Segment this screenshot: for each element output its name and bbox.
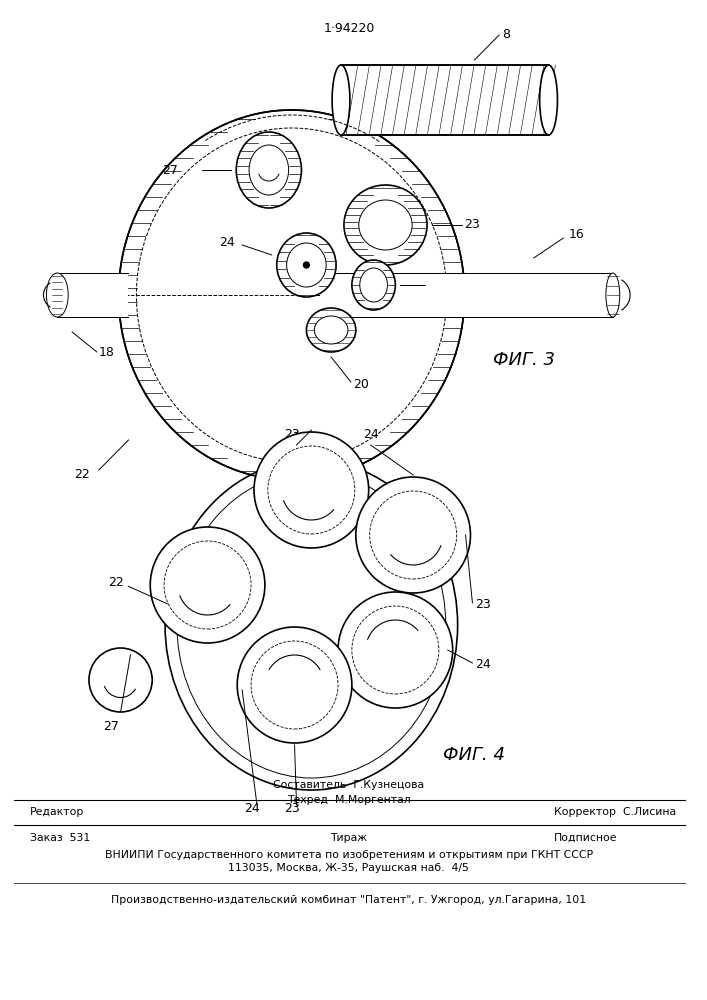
Bar [321, 273, 613, 317]
Ellipse shape [119, 110, 464, 480]
Ellipse shape [352, 260, 395, 310]
Text: 27: 27 [103, 720, 119, 733]
Text: 23: 23 [284, 802, 300, 815]
Text: ФИГ. 3: ФИГ. 3 [493, 351, 555, 369]
Text: 17: 17 [428, 278, 444, 292]
Ellipse shape [286, 243, 326, 287]
Text: 23: 23 [475, 598, 491, 611]
Text: 24: 24 [475, 658, 491, 672]
Circle shape [150, 527, 265, 643]
Ellipse shape [249, 145, 288, 195]
Text: 23: 23 [464, 219, 480, 232]
Text: Техред  М.Моргентал: Техред М.Моргентал [287, 795, 411, 805]
Bar [341, 65, 549, 135]
Text: Тираж: Тираж [330, 833, 368, 843]
Circle shape [303, 262, 310, 268]
Text: 23: 23 [284, 428, 300, 441]
Text: 16: 16 [568, 229, 584, 241]
Bar [57, 273, 129, 317]
Text: 20: 20 [353, 377, 369, 390]
Text: 24: 24 [244, 802, 260, 815]
Ellipse shape [236, 132, 301, 208]
Circle shape [370, 491, 457, 579]
Circle shape [238, 627, 352, 743]
Ellipse shape [47, 273, 68, 317]
Text: ФИГ. 4: ФИГ. 4 [443, 746, 506, 764]
Ellipse shape [360, 268, 387, 302]
Text: 24: 24 [363, 428, 378, 441]
Text: ВНИИПИ Государственного комитета по изобретениям и открытиям при ГКНТ СССР: ВНИИПИ Государственного комитета по изоб… [105, 850, 593, 860]
Ellipse shape [177, 472, 446, 778]
Circle shape [268, 446, 355, 534]
Circle shape [254, 432, 368, 548]
Circle shape [164, 541, 251, 629]
Circle shape [352, 606, 439, 694]
Circle shape [356, 477, 470, 593]
Text: 22: 22 [74, 468, 90, 482]
Ellipse shape [358, 200, 412, 250]
Text: 22: 22 [107, 576, 124, 589]
Ellipse shape [165, 460, 457, 790]
Text: 1·94220: 1·94220 [323, 21, 375, 34]
Text: Редактор: Редактор [30, 807, 84, 817]
Ellipse shape [306, 308, 356, 352]
Ellipse shape [315, 316, 348, 344]
Ellipse shape [276, 233, 336, 297]
Text: 24: 24 [219, 236, 235, 249]
Circle shape [251, 641, 338, 729]
Text: Заказ  531: Заказ 531 [30, 833, 90, 843]
Circle shape [338, 592, 452, 708]
Ellipse shape [332, 65, 350, 135]
Text: 8: 8 [502, 28, 510, 41]
Text: 113035, Москва, Ж-35, Раушская наб.  4/5: 113035, Москва, Ж-35, Раушская наб. 4/5 [228, 863, 469, 873]
Text: Корректор  С.Лисина: Корректор С.Лисина [554, 807, 676, 817]
Text: Подписное: Подписное [554, 833, 617, 843]
Text: Производственно-издательский комбинат "Патент", г. Ужгород, ул.Гагарина, 101: Производственно-издательский комбинат "П… [111, 895, 587, 905]
Text: Составитель  Г.Кузнецова: Составитель Г.Кузнецова [274, 780, 424, 790]
Ellipse shape [539, 65, 557, 135]
Ellipse shape [344, 185, 427, 265]
Text: 27: 27 [162, 163, 178, 176]
Ellipse shape [606, 273, 620, 317]
Text: 18: 18 [99, 346, 115, 359]
Circle shape [89, 648, 152, 712]
